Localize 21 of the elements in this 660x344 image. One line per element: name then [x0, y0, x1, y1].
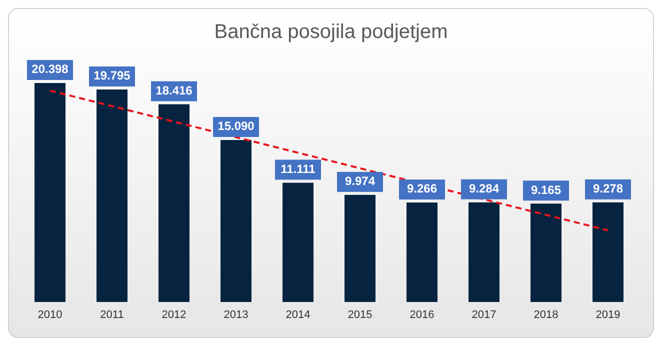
- data-label: 9.278: [592, 182, 624, 196]
- x-tick-label: 2013: [224, 308, 248, 321]
- data-label: 19.795: [94, 68, 131, 83]
- data-label: 11.111: [280, 162, 316, 176]
- x-tick-label: 2014: [286, 308, 310, 321]
- data-label: 9.284: [468, 181, 500, 196]
- data-label: 20.398: [32, 62, 69, 76]
- x-tick-label: 2016: [410, 308, 434, 321]
- x-tick-label: 2012: [162, 308, 186, 321]
- x-tick-label: 2017: [472, 308, 496, 321]
- x-tick-label: 2010: [38, 308, 62, 321]
- x-tick-label: 2015: [348, 308, 372, 321]
- x-tick-label: 2011: [100, 308, 124, 321]
- x-tick-label: 2019: [596, 308, 620, 321]
- data-label: 15.090: [218, 119, 255, 134]
- chart-title: Bančna posojila podjetjem: [213, 20, 449, 45]
- data-label: 9.266: [406, 182, 438, 196]
- data-label: 18.416: [156, 83, 193, 98]
- data-label: 9.165: [530, 182, 562, 197]
- data-label: 9.974: [344, 174, 376, 188]
- x-tick-label: 2018: [534, 308, 558, 321]
